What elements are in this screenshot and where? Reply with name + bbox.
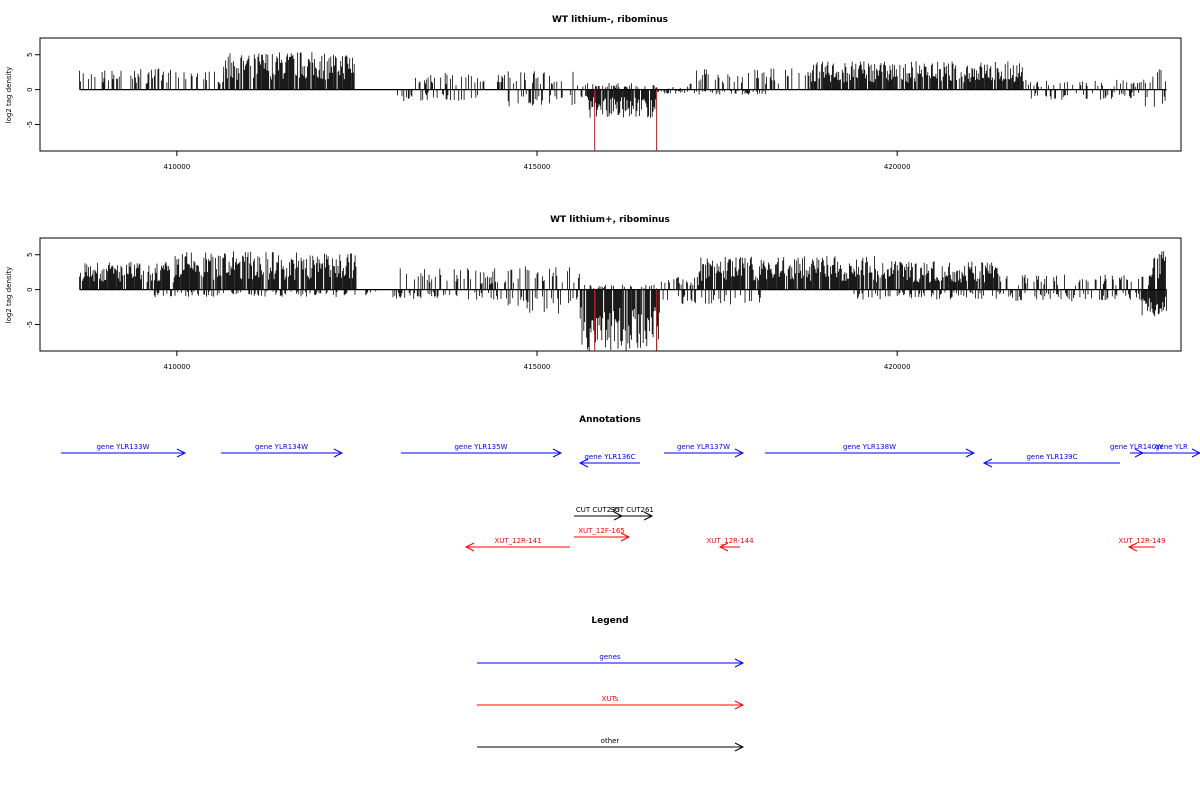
y-tick-label: 0 [26,87,34,91]
annotation-label: XUT_12R-141 [494,537,541,545]
annotation-label: gene YLR134W [255,443,308,451]
xut-annotation: XUT_12R-144 [706,537,754,552]
y-tick-label: 0 [26,287,34,291]
gene-annotation: gene YLR134W [221,443,344,458]
x-tick-label: 410000 [163,163,190,171]
legend-panel: Legend genes XUTs other [477,616,745,752]
legend-item-XUTs: XUTs [477,695,745,710]
xut-annotation: XUT_12R-149 [1118,537,1166,552]
other-annotation: SUT CUT261 [610,506,654,521]
xut-annotation: XUT_12F-165 [574,527,631,542]
track2-ylabel: log2 tag density [5,267,13,324]
annotation-label: gene YLR139C [1026,453,1077,461]
x-tick-label: 420000 [884,363,911,371]
legend-items: genes XUTs other [477,653,745,752]
gene-annotation: gene YLR135W [401,443,563,458]
annotation-label: gene YLR133W [96,443,149,451]
y-tick-label: 5 [26,53,34,57]
annotation-label: genes [599,653,620,661]
annotation-items: gene YLR133W gene YLR134W gene YLR135W gene… [61,443,1200,552]
annotation-label: gene YLR137W [677,443,730,451]
annotation-label: SUT CUT261 [610,506,654,514]
y-tick-label: -5 [26,321,34,328]
track1-red-markers [594,89,658,151]
annotations-title: Annotations [579,415,641,425]
xut-annotation: XUT_12R-141 [464,537,570,552]
x-tick-label: 415000 [524,363,551,371]
x-tick-label: 415000 [524,163,551,171]
track2-bars [79,251,1167,352]
y-tick-label: 5 [26,253,34,257]
x-tick-label: 420000 [884,163,911,171]
track2-red-markers [594,289,658,351]
annotation-label: gene YLR135W [454,443,507,451]
track1-bars [79,52,1167,118]
legend-item-other: other [477,737,745,752]
track1-ylabel: log2 tag density [5,67,13,124]
signal-bars [79,52,1166,118]
signal-bars [79,251,1167,352]
gene-annotation: gene YLR138W [765,443,976,458]
annotation-label: XUT_12R-149 [1118,537,1165,545]
x-tick-label: 410000 [163,363,190,371]
annotation-label: XUT_12F-165 [578,527,625,535]
annotations-panel: Annotations gene YLR133W gene YLR134W gene… [61,415,1200,552]
track2-axes: 5 0 -5 410000 415000 420000 [26,253,911,371]
annotation-label: gene YLR136C [584,453,635,461]
annotation-label: other [601,737,620,745]
annotation-label: gene YLR138W [843,443,896,451]
gene-annotation: gene YLR137W [664,443,745,458]
legend-item-genes: genes [477,653,745,668]
y-tick-label: -5 [26,121,34,128]
annotation-label: gene YLR140W [1110,443,1163,451]
annotation-label: gene YLR [1155,443,1188,451]
track1-title: WT lithium-, ribominus [552,15,668,25]
gene-annotation: gene YLR [1143,443,1200,458]
track1-axes: 5 0 -5 410000 415000 420000 [26,53,911,171]
annotation-label: CUT CUT235 [576,506,620,514]
gene-annotation: gene YLR139C [982,453,1120,468]
track2-title: WT lithium+, ribominus [550,215,670,225]
track-lithium-plus: WT lithium+, ribominus log2 tag density … [5,215,1182,371]
legend-title: Legend [591,616,628,626]
track-lithium-minus: WT lithium-, ribominus log2 tag density … [5,15,1182,171]
annotation-label: XUT_12R-144 [706,537,754,545]
annotation-label: XUTs [602,695,619,703]
gene-annotation: gene YLR136C [578,453,640,468]
gene-annotation: gene YLR133W [61,443,187,458]
